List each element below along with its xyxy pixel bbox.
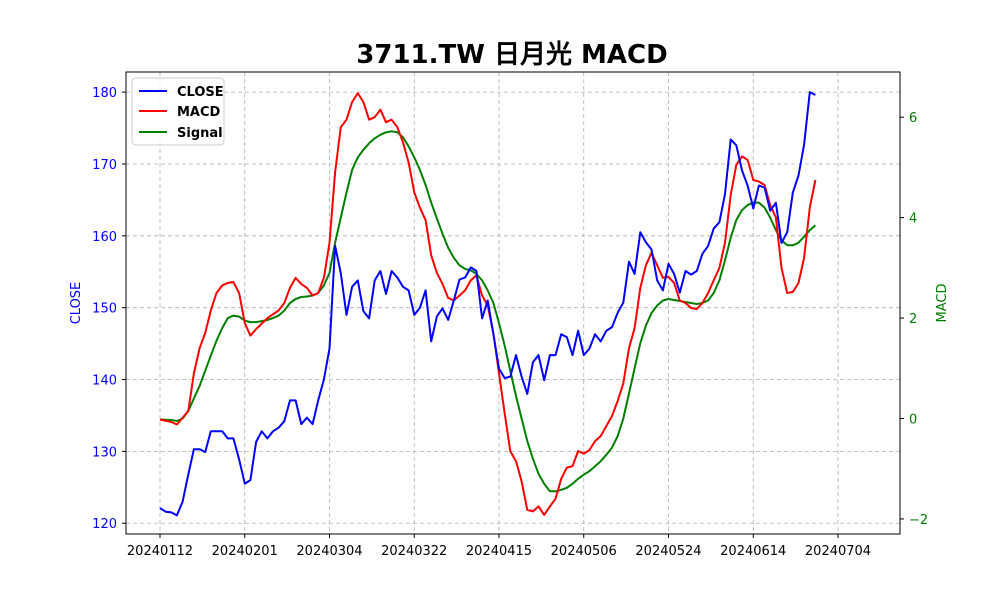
y-right-tick-label: 4: [909, 212, 917, 227]
chart-title: 3711.TW 日月光 MACD: [356, 40, 667, 70]
legend-box: [131, 77, 225, 146]
y-left-tick-label: 140: [92, 374, 117, 389]
x-tick-label: 20240704: [805, 544, 871, 559]
y-right-tick-label: −2: [909, 513, 928, 528]
series-line-signal: [159, 130, 817, 493]
legend: CLOSE MACD Signal: [131, 77, 225, 146]
y-left-tick-label: 170: [92, 158, 117, 173]
y-left-tick-label: 120: [92, 517, 117, 532]
y-right-tick-label: 0: [909, 413, 917, 428]
x-axis: 20240112 20240201 20240304 20240322 20240415…: [127, 534, 871, 559]
x-tick-label: 20240112: [127, 544, 193, 559]
series-line-macd: [159, 92, 817, 516]
y-right-tick-label: 6: [909, 111, 917, 126]
legend-label-signal: Signal: [177, 126, 223, 141]
series-line-close: [159, 91, 816, 517]
y-axis-right-label: MACD: [935, 284, 950, 323]
legend-label-macd: MACD: [177, 105, 221, 120]
x-tick-label: 20240322: [381, 544, 447, 559]
plot-frame: [125, 71, 901, 535]
x-tick-label: 20240506: [551, 544, 617, 559]
x-tick-label: 20240524: [635, 544, 701, 559]
y-axis-left-label: CLOSE: [69, 282, 84, 325]
y-left-tick-label: 150: [92, 302, 117, 317]
series-layer: [159, 91, 817, 517]
y-right-tick-label: 2: [909, 312, 917, 327]
x-tick-label: 20240614: [720, 544, 786, 559]
y-left-tick-label: 180: [92, 86, 117, 101]
x-tick-label: 20240304: [296, 544, 362, 559]
y-axis-left: 120 130 140 150 160 170 180: [92, 86, 126, 532]
x-tick-label: 20240415: [466, 544, 532, 559]
y-axis-right: −2 0 2 4 6: [900, 111, 928, 528]
grid-lines: [126, 72, 900, 534]
y-left-tick-label: 160: [92, 230, 117, 245]
legend-label-close: CLOSE: [177, 85, 224, 100]
x-tick-label: 20240201: [212, 544, 278, 559]
y-left-tick-label: 130: [92, 445, 117, 460]
